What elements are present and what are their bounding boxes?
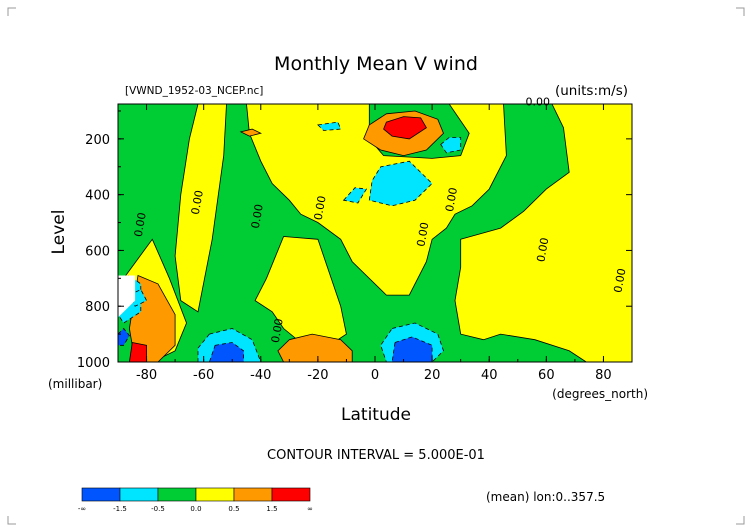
- x-tick-label--60: -60: [193, 368, 214, 383]
- x-tick-label-0: 0: [371, 368, 379, 383]
- y-unit-label: (millibar): [48, 377, 102, 391]
- colorbar-label-2: -0.5: [151, 505, 165, 513]
- colorbar-label-1: -1.5: [113, 505, 127, 513]
- contour-labels: 0.00 0.00 0.00 0.00 0.00 0.00 0.00 0.00 0.00 0.00: [132, 95, 629, 344]
- x-axis-label: Latitude: [341, 405, 411, 425]
- x-tick-label-20: 20: [424, 368, 441, 383]
- contour-label-4: 0.00: [312, 195, 329, 221]
- contour-region-10: [128, 342, 147, 362]
- colorbar-label-3: 0.0: [190, 505, 201, 513]
- x-tick-label-80: 80: [595, 368, 612, 383]
- colorbar-label-5: 1.5: [266, 505, 277, 513]
- y-tick-label-200: 200: [85, 133, 110, 148]
- colorbar-swatch-1: [119, 487, 159, 502]
- colorbar-swatch-5: [271, 487, 311, 502]
- chart-title: Monthly Mean V wind: [274, 53, 478, 75]
- contour-label-8: 0.00: [611, 267, 628, 293]
- missing-region-0: [118, 275, 136, 318]
- colorbar-swatch-0: [81, 487, 121, 502]
- contour-region-17: [317, 121, 342, 131]
- colorbar: -∞ -1.5 -0.5 0.0 0.5 1.5 ∞: [78, 487, 313, 513]
- y-axis: 200 400 600 800 1000: [77, 110, 632, 371]
- y-tick-label-1000: 1000: [77, 356, 110, 371]
- x-axis: -80 -60 -40 -20 0 20 40 60 80: [117, 104, 633, 383]
- footer-note: (mean) lon:0..357.5: [486, 490, 605, 504]
- colorbar-swatch-4: [233, 487, 273, 502]
- colorbar-label-4: 0.5: [228, 505, 239, 513]
- contour-label-3: 0.00: [249, 203, 266, 229]
- colorbar-swatch-2: [157, 487, 197, 502]
- contour-region-19: [208, 342, 244, 362]
- contour-label-7: 0.00: [534, 237, 551, 263]
- contour-region-8: [239, 128, 262, 137]
- colorbar-label-0: -∞: [78, 505, 86, 513]
- contour-interval-label: CONTOUR INTERVAL = 5.000E-01: [267, 448, 485, 463]
- contour-region-21: [118, 327, 130, 346]
- contour-label-2: 0.00: [189, 189, 206, 215]
- contour-label-0: 0.00: [526, 95, 551, 108]
- x-unit-label: (degrees_north): [552, 387, 648, 401]
- x-tick-label--40: -40: [250, 368, 271, 383]
- x-tick-label-60: 60: [538, 368, 555, 383]
- contour-region-20: [391, 336, 433, 362]
- x-tick-label--20: -20: [307, 368, 328, 383]
- y-tick-label-400: 400: [85, 189, 110, 204]
- colorbar-swatch-3: [195, 487, 235, 502]
- contour-region-6: [277, 333, 353, 362]
- x-tick-label-40: 40: [481, 368, 498, 383]
- contour-region-0: [174, 104, 227, 313]
- contour-region-9: [383, 116, 427, 140]
- contour-label-9: 0.00: [269, 318, 286, 344]
- contour-region-16: [440, 137, 462, 154]
- contour-region-3: [454, 104, 632, 362]
- units-label: (units:m/s): [555, 83, 628, 99]
- y-tick-label-600: 600: [85, 244, 110, 259]
- file-label: [VWND_1952-03_NCEP.nc]: [125, 85, 263, 97]
- y-tick-label-800: 800: [85, 300, 110, 315]
- colorbar-label-6: ∞: [307, 505, 313, 513]
- x-tick-label--80: -80: [136, 368, 157, 383]
- contour-label-5: 0.00: [414, 221, 431, 247]
- contour-label-1: 0.00: [132, 212, 149, 238]
- y-axis-label: Level: [49, 210, 69, 255]
- contour-region-12: [342, 187, 368, 204]
- contour-label-6: 0.00: [443, 186, 460, 212]
- corner-marks: [7, 7, 745, 525]
- contour-region-11: [368, 160, 433, 207]
- contour-field: [118, 104, 632, 362]
